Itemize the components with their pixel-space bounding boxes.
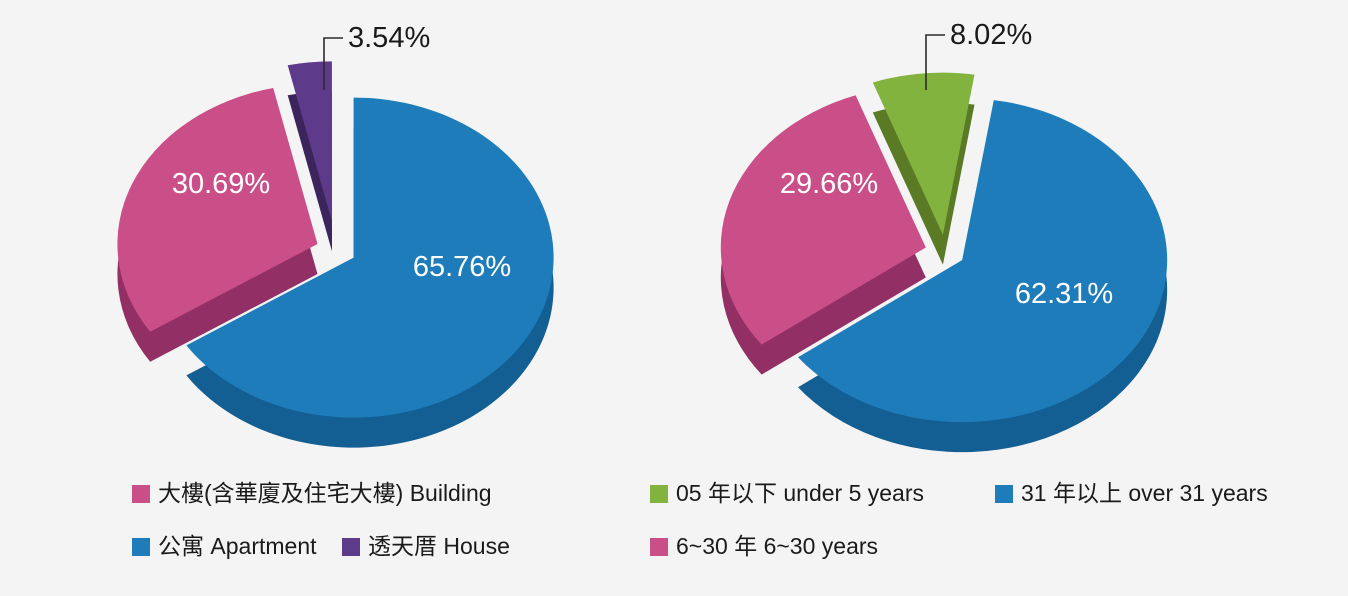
legend-item-building: 大樓(含華廈及住宅大樓) Building <box>132 480 492 507</box>
legend-swatch-building <box>132 484 150 503</box>
legend-item-under-5-years: 05 年以下 under 5 years <box>650 480 995 507</box>
legend-swatch-over-31-years <box>995 484 1013 503</box>
value-label-building: 30.69% <box>172 168 270 200</box>
legend-row: 6~30 年 6~30 years <box>650 533 1340 560</box>
legend-row: 大樓(含華廈及住宅大樓) Building <box>132 480 552 507</box>
legend-item-over-31-years: 31 年以上 over 31 years <box>995 480 1340 507</box>
callout-line-under-5-years <box>925 34 945 90</box>
pie-charts-svg: 65.76% 30.69% 3.54% 8.02% 62.31% 29.66% <box>117 19 1168 453</box>
legend-item-6-30-years: 6~30 年 6~30 years <box>650 533 995 560</box>
pie-chart-building-type: 65.76% 30.69% 3.54% <box>117 22 554 448</box>
legend-label: 透天厝 House <box>368 533 510 559</box>
pie-slice-6-30-years <box>720 95 926 345</box>
legend-label: 31 年以上 over 31 years <box>1021 480 1268 506</box>
legend-swatch-under-5-years <box>650 484 668 503</box>
legend-label: 大樓(含華廈及住宅大樓) Building <box>158 480 492 506</box>
value-label-6-30-years: 29.66% <box>780 168 878 200</box>
pie-slice-house <box>287 61 332 222</box>
legend-item-house: 透天厝 House <box>342 533 552 560</box>
callout-line-house <box>323 37 343 90</box>
pie-slice-under-5-years <box>872 72 975 235</box>
legend-label: 公寓 Apartment <box>158 533 317 559</box>
pie-slice-apartment <box>186 97 554 418</box>
legend-label: 6~30 年 6~30 years <box>676 533 879 559</box>
legend-right: 05 年以下 under 5 years 31 年以上 over 31 years… <box>650 480 1340 560</box>
pie-slice-over-31-years <box>798 100 1168 423</box>
pie-chart-building-age: 8.02% 62.31% 29.66% <box>720 19 1168 453</box>
legend-swatch-6-30-years <box>650 537 668 556</box>
legend-row: 公寓 Apartment 透天厝 House <box>132 533 552 560</box>
value-label-apartment: 65.76% <box>413 251 511 283</box>
callout-value-label-under-5-years: 8.02% <box>950 19 1032 51</box>
pie-slice-building <box>117 88 318 332</box>
legend-left: 大樓(含華廈及住宅大樓) Building 公寓 Apartment 透天厝 Hou… <box>132 480 552 560</box>
value-label-over-31-years: 62.31% <box>1015 278 1113 310</box>
legend-item-apartment: 公寓 Apartment <box>132 533 342 560</box>
legend-label: 05 年以下 under 5 years <box>676 480 925 506</box>
legend-row: 05 年以下 under 5 years 31 年以上 over 31 years <box>650 480 1340 507</box>
legend-swatch-house <box>342 537 360 556</box>
callout-value-label-house: 3.54% <box>348 22 430 54</box>
legend-swatch-apartment <box>132 537 150 556</box>
